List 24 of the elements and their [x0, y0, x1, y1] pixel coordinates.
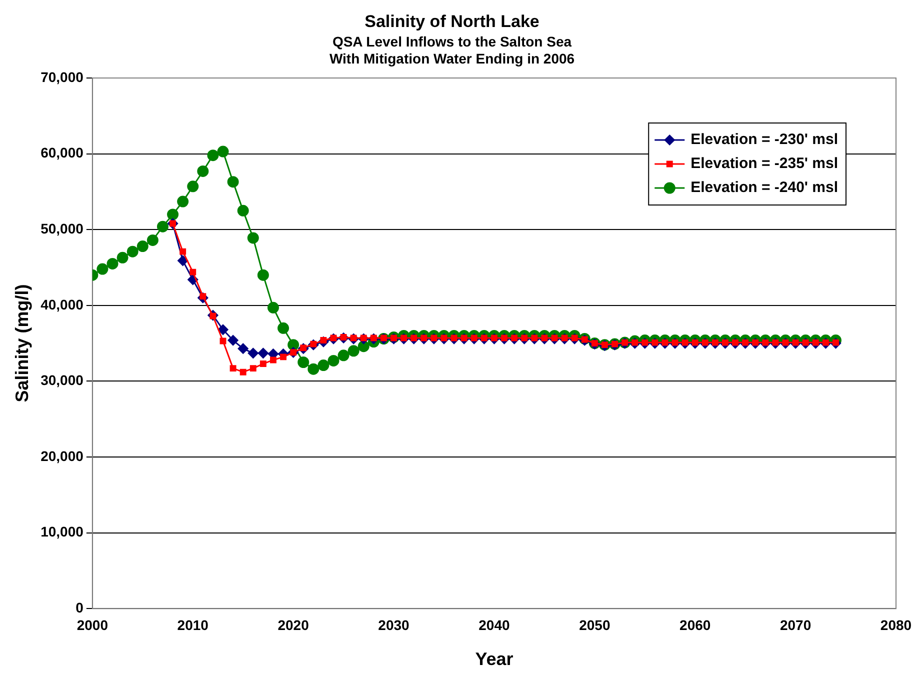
x-tick-label: 2030	[378, 616, 410, 633]
legend-label: Elevation = -230' msl	[690, 131, 838, 148]
y-tick-label: 70,000	[40, 68, 84, 85]
x-tick-label: 2020	[278, 616, 310, 633]
y-tick-label: 10,000	[40, 524, 84, 540]
x-tick-label: 2000	[76, 616, 108, 633]
x-tick-label: 2010	[177, 616, 209, 633]
y-tick-label: 50,000	[40, 220, 84, 236]
x-axis-title: Year	[475, 649, 514, 670]
y-tick-label: 20,000	[40, 448, 84, 464]
x-tick-label: 2070	[780, 616, 812, 633]
y-tick-label: 60,000	[40, 144, 84, 161]
x-tick-label: 2060	[680, 616, 711, 633]
y-tick-label: 0	[76, 599, 84, 616]
y-tick-label: 40,000	[40, 296, 84, 312]
legend-label: Elevation = -235' msl	[690, 155, 838, 172]
y-tick-label: 30,000	[40, 372, 84, 388]
y-axis-title: Salinity (mg/l)	[12, 284, 32, 402]
legend-label: Elevation = -240' msl	[690, 179, 838, 196]
x-tick-label: 2050	[579, 616, 610, 633]
chart-subtitle: QSA Level Inflows to the Salton Sea With Mitigation Water Ending in 2006	[329, 34, 575, 66]
x-tick-label: 2080	[880, 616, 912, 633]
x-tick-label: 2040	[478, 616, 510, 633]
chart-title: Salinity of North Lake	[364, 12, 540, 31]
